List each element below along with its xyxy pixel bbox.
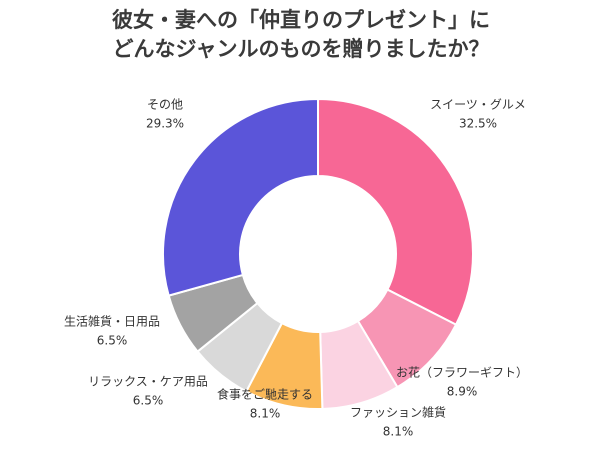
slice-value: 6.5% — [97, 334, 128, 348]
slice-label: ファッション雑貨 — [350, 405, 446, 420]
slice-value: 6.5% — [133, 394, 164, 408]
slice-value: 32.5% — [459, 117, 497, 131]
donut-slice — [317, 97, 474, 326]
slice-value: 29.3% — [146, 117, 184, 131]
slice-label: 生活雑貨・日用品 — [64, 314, 160, 329]
chart-title: どんなジャンルのものを贈りましたか？ — [113, 37, 490, 61]
slice-value: 8.9% — [447, 385, 478, 399]
donut-slice — [162, 97, 319, 297]
slice-label: 食事をご馳走する — [217, 387, 313, 402]
slice-label: リラックス・ケア用品 — [88, 375, 208, 389]
slice-value: 8.1% — [383, 425, 414, 439]
slice-label: その他 — [147, 98, 183, 112]
chart-title: 彼女・妻への「仲直りのプレゼント」に — [112, 8, 490, 32]
slice-label: スイーツ・グルメ — [430, 98, 526, 112]
slice-value: 8.1% — [250, 407, 281, 421]
slice-label: お花（フラワーギフト） — [396, 365, 528, 380]
